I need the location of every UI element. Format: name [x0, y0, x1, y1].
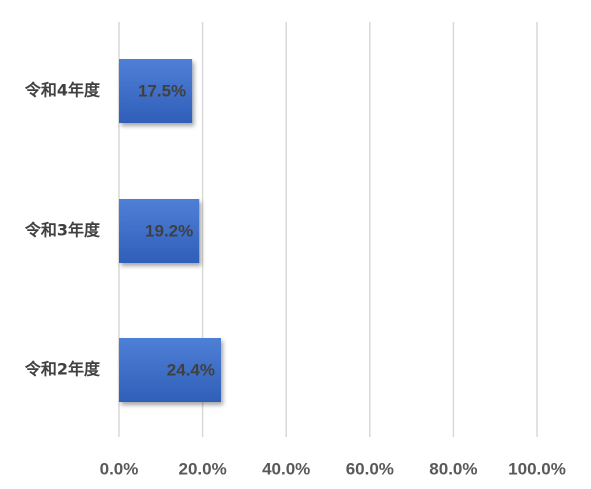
value-axis: 0.0% 20.0% 40.0% 60.0% 80.0% 100.0%	[100, 459, 566, 478]
bars	[119, 59, 221, 402]
data-labels: 17.5% 19.2% 24.4%	[138, 81, 215, 379]
data-label-1: 17.5%	[138, 81, 186, 100]
x-tick-label-40: 40.0%	[262, 459, 310, 478]
category-label-2: 令和3年度	[24, 221, 101, 240]
x-tick-label-60: 60.0%	[346, 459, 394, 478]
bar-2	[119, 199, 200, 263]
x-tick-label-80: 80.0%	[429, 459, 477, 478]
x-tick-label-100: 100.0%	[508, 459, 566, 478]
category-label-1: 令和4年度	[24, 81, 101, 100]
x-tick-label-20: 20.0%	[178, 459, 226, 478]
data-label-3: 24.4%	[167, 360, 215, 379]
data-label-2: 19.2%	[145, 221, 193, 240]
bar-3	[119, 338, 221, 402]
x-tick-label-0: 0.0%	[100, 459, 139, 478]
category-label-3: 令和2年度	[24, 360, 101, 379]
bar-1	[119, 59, 193, 123]
